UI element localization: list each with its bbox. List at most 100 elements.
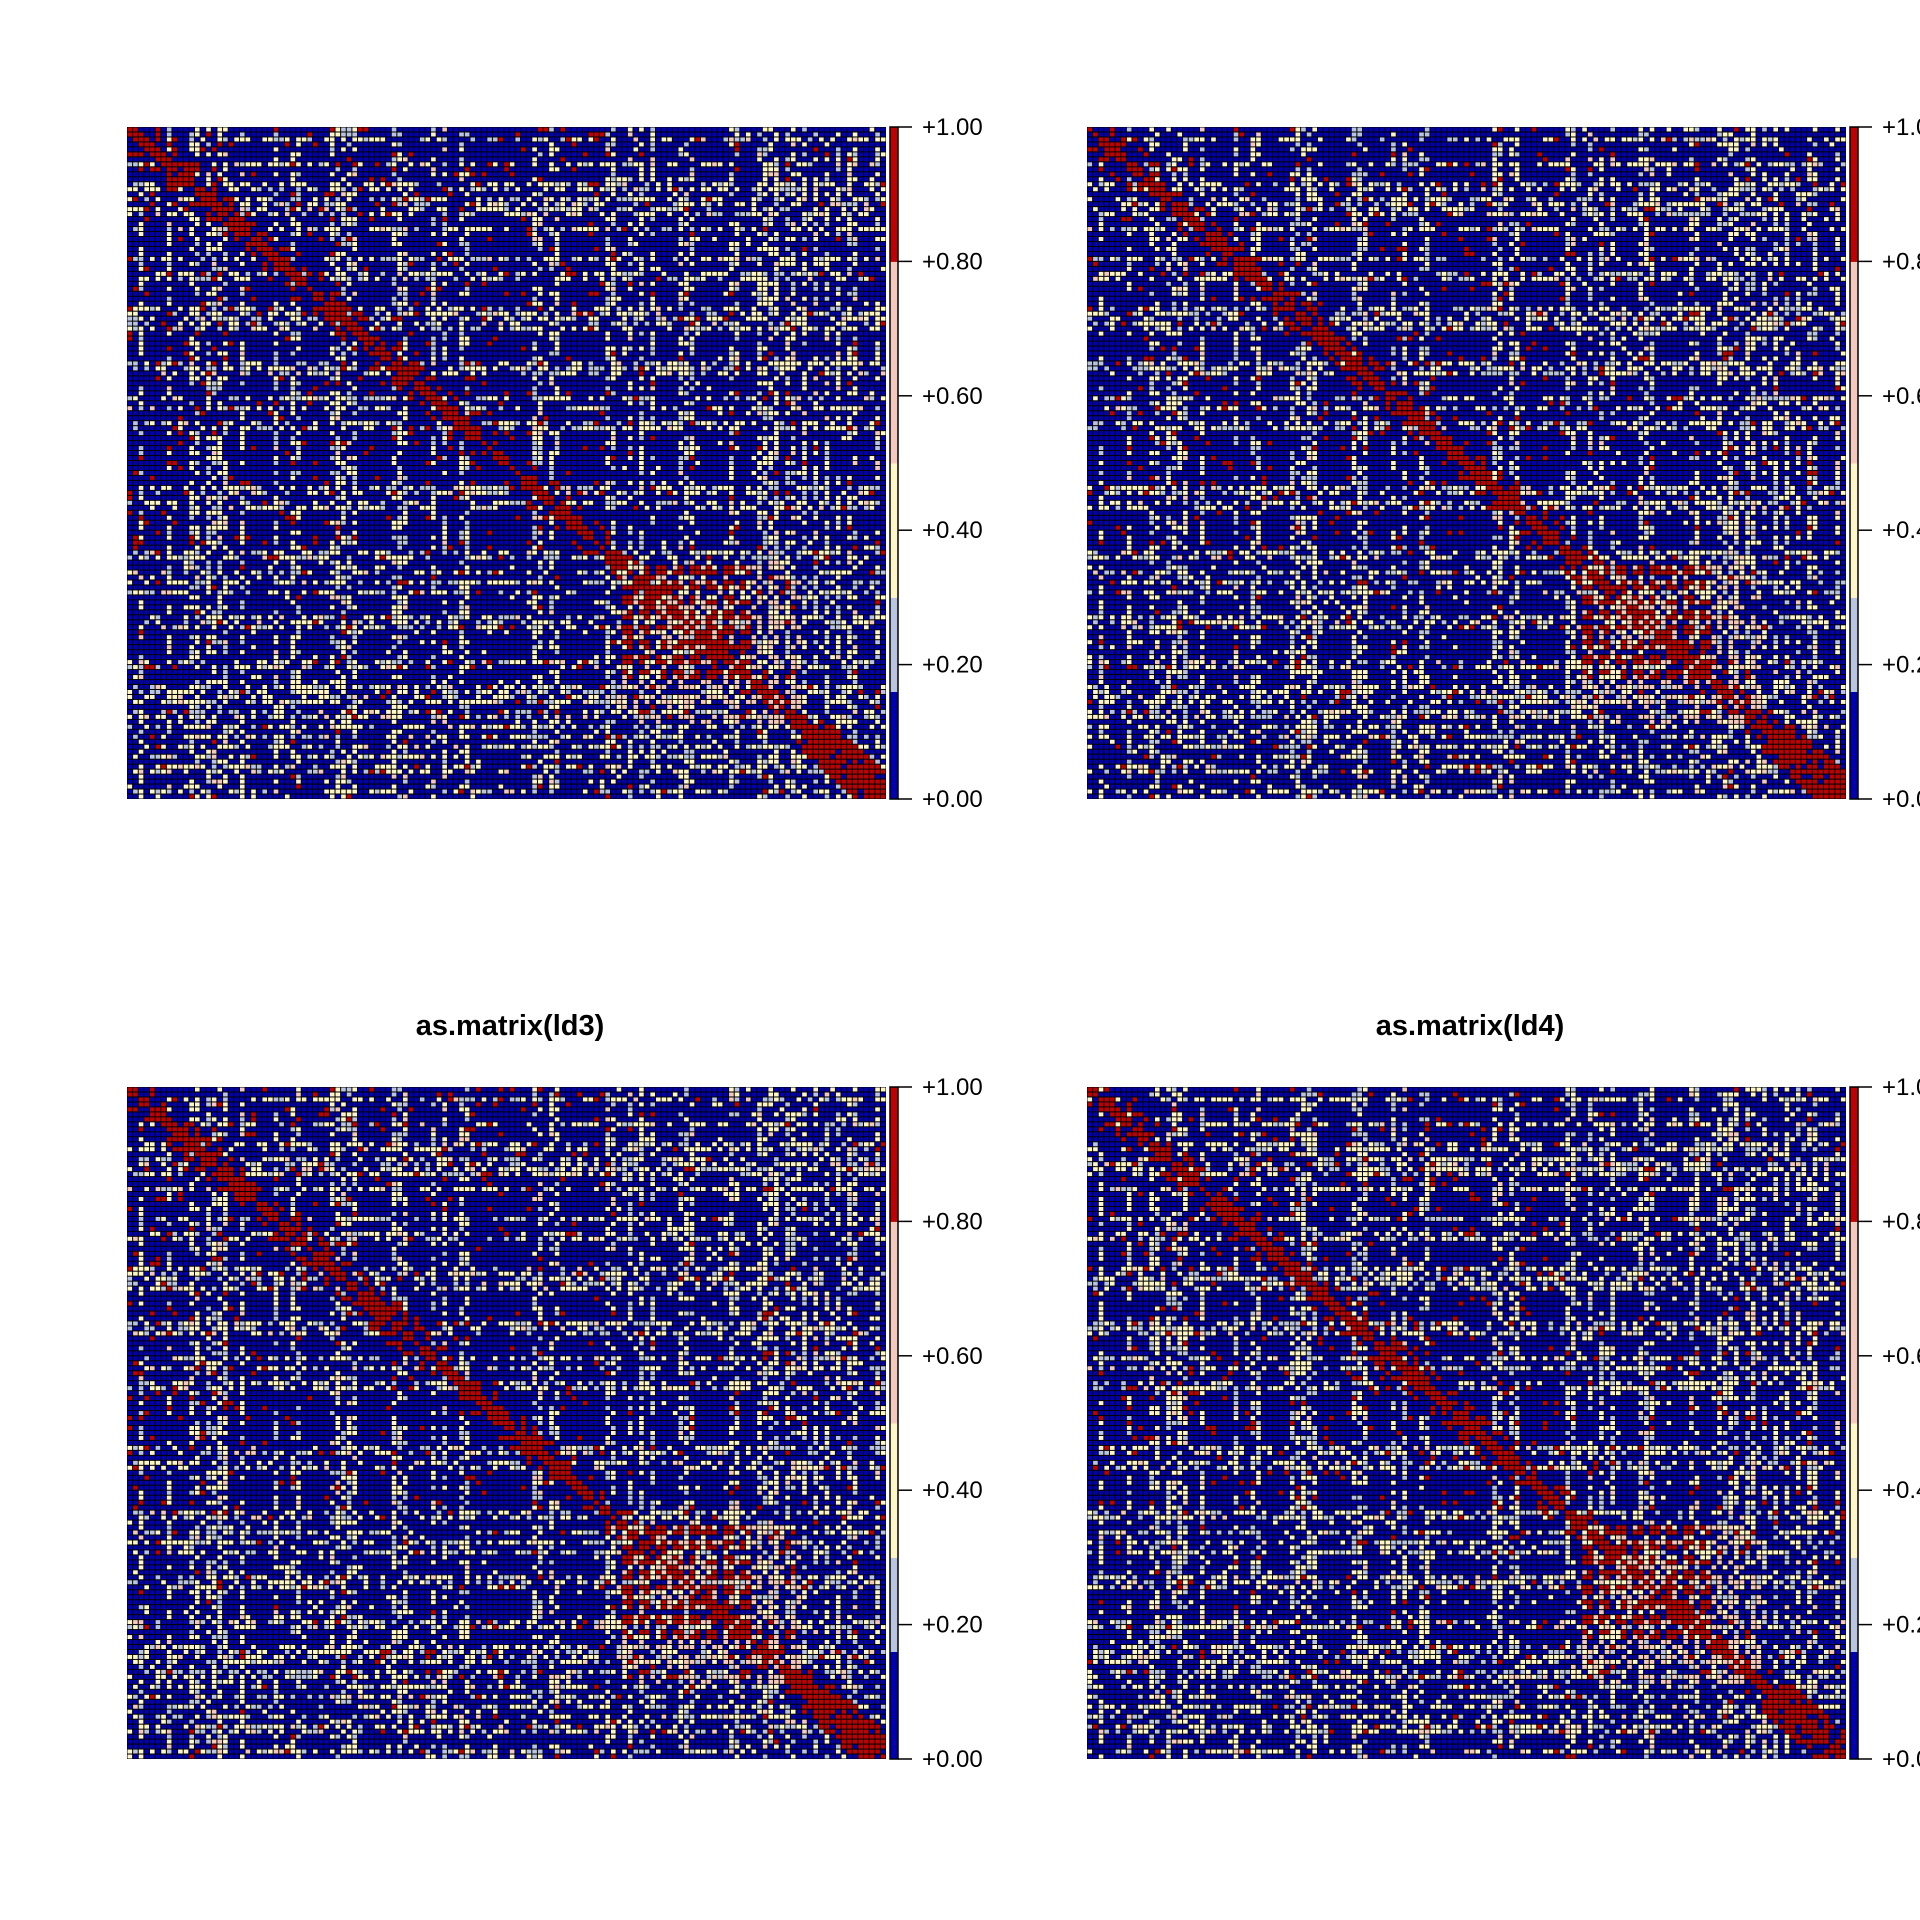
heatmap-cell xyxy=(802,167,807,171)
heatmap-cell xyxy=(161,147,166,151)
heatmap-cell xyxy=(156,128,161,132)
heatmap-cell xyxy=(634,172,639,176)
heatmap-cell xyxy=(442,128,447,132)
heatmap-cell xyxy=(414,167,419,171)
heatmap-cell xyxy=(757,142,762,146)
heatmap-cell xyxy=(229,197,234,201)
heatmap-cell xyxy=(150,177,155,181)
heatmap-cell xyxy=(195,128,200,132)
heatmap-cell xyxy=(223,162,228,166)
heatmap-cell xyxy=(409,147,414,151)
heatmap-cell xyxy=(656,197,661,201)
heatmap-cell xyxy=(510,187,515,191)
heatmap-cell xyxy=(386,197,391,201)
heatmap-cell xyxy=(836,177,841,181)
heatmap-cell xyxy=(257,177,262,181)
heatmap-cell xyxy=(223,128,228,132)
heatmap-cell xyxy=(735,128,740,132)
heatmap-cell xyxy=(246,172,251,176)
heatmap-cell xyxy=(336,177,341,181)
heatmap-cell xyxy=(206,128,211,132)
heatmap-cell xyxy=(774,137,779,141)
heatmap-cell xyxy=(752,142,757,146)
heatmap-cell xyxy=(875,167,880,171)
heatmap-cell xyxy=(729,157,734,161)
heatmap-cell xyxy=(493,177,498,181)
heatmap-cell xyxy=(448,132,453,136)
heatmap-cell xyxy=(864,132,869,136)
heatmap-cell xyxy=(347,137,352,141)
heatmap-cell xyxy=(476,128,481,132)
heatmap-cell xyxy=(291,157,296,161)
heatmap-cell xyxy=(285,192,290,196)
heatmap-cell xyxy=(274,137,279,141)
heatmap-cell xyxy=(454,167,459,171)
heatmap-cell xyxy=(279,128,284,132)
heatmap-cell xyxy=(774,162,779,166)
heatmap-cell xyxy=(875,128,880,132)
heatmap-cell xyxy=(223,172,228,176)
heatmap-cell xyxy=(746,137,751,141)
heatmap-cell xyxy=(172,192,177,196)
heatmap-cell xyxy=(133,182,138,186)
heatmap-cell xyxy=(493,152,498,156)
heatmap-cell xyxy=(656,187,661,191)
heatmap-cell xyxy=(746,132,751,136)
heatmap-cell xyxy=(527,177,532,181)
heatmap-cell xyxy=(161,157,166,161)
heatmap-cell xyxy=(594,162,599,166)
heatmap-cell xyxy=(487,128,492,132)
heatmap-cell xyxy=(802,182,807,186)
heatmap-cell xyxy=(718,182,723,186)
heatmap-cell xyxy=(774,172,779,176)
heatmap-cell xyxy=(802,147,807,151)
heatmap-cell xyxy=(527,187,532,191)
heatmap-cell xyxy=(690,172,695,176)
heatmap-cell xyxy=(409,132,414,136)
heatmap-cell xyxy=(695,128,700,132)
heatmap-cell xyxy=(718,177,723,181)
heatmap-cell xyxy=(701,162,706,166)
heatmap-cell xyxy=(853,142,858,146)
heatmap-cell xyxy=(600,142,605,146)
heatmap-cell xyxy=(673,192,678,196)
heatmap-cell xyxy=(364,197,369,201)
heatmap-cell xyxy=(268,172,273,176)
heatmap-cell xyxy=(617,128,622,132)
heatmap-cell xyxy=(718,137,723,141)
heatmap-cell xyxy=(684,147,689,151)
heatmap-cell xyxy=(262,142,267,146)
heatmap-cell xyxy=(482,167,487,171)
heatmap-cell xyxy=(701,197,706,201)
heatmap-cell xyxy=(656,132,661,136)
heatmap-cell xyxy=(184,192,189,196)
heatmap-cell xyxy=(684,142,689,146)
heatmap-cell xyxy=(347,142,352,146)
heatmap-cell xyxy=(549,147,554,151)
heatmap-cell xyxy=(442,172,447,176)
heatmap-cell xyxy=(678,137,683,141)
heatmap-cell xyxy=(206,197,211,201)
heatmap-cell xyxy=(650,152,655,156)
heatmap-cell xyxy=(161,187,166,191)
heatmap-cell xyxy=(870,132,875,136)
heatmap-cell xyxy=(639,172,644,176)
heatmap-cell xyxy=(662,177,667,181)
heatmap-cell xyxy=(369,162,374,166)
heatmap-cell xyxy=(729,192,734,196)
heatmap-cell xyxy=(600,152,605,156)
heatmap-cell xyxy=(257,152,262,156)
heatmap-cell xyxy=(510,192,515,196)
heatmap-cell xyxy=(808,142,813,146)
heatmap-cell xyxy=(144,142,149,146)
heatmap-cell xyxy=(172,142,177,146)
heatmap-cell xyxy=(544,182,549,186)
heatmap-cell xyxy=(785,142,790,146)
heatmap-cell xyxy=(459,162,464,166)
heatmap-cell xyxy=(690,137,695,141)
heatmap-cell xyxy=(735,187,740,191)
heatmap-cell xyxy=(246,187,251,191)
heatmap-cell xyxy=(150,162,155,166)
heatmap-cell xyxy=(825,128,830,132)
heatmap-cell xyxy=(842,162,847,166)
